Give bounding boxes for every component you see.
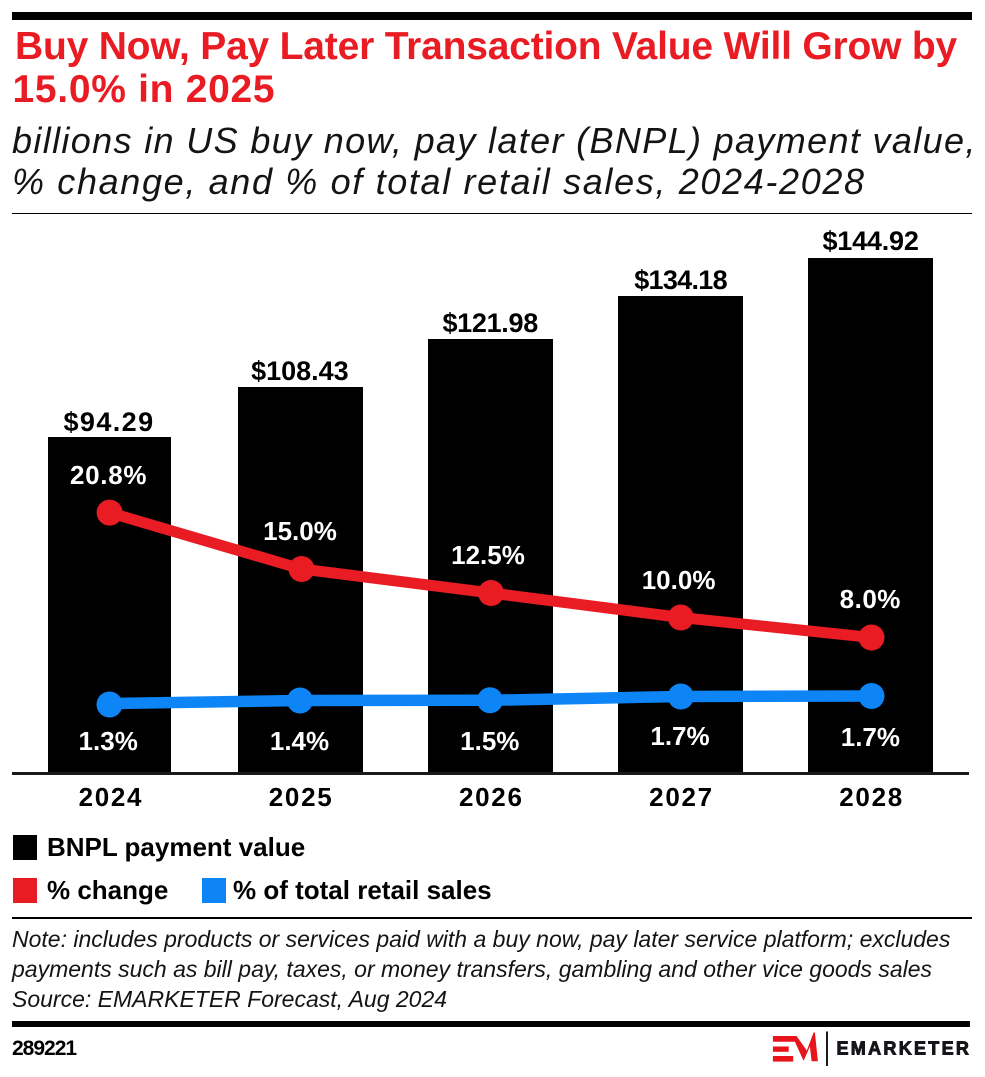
svg-text:EMARKETER: EMARKETER (837, 1039, 972, 1059)
